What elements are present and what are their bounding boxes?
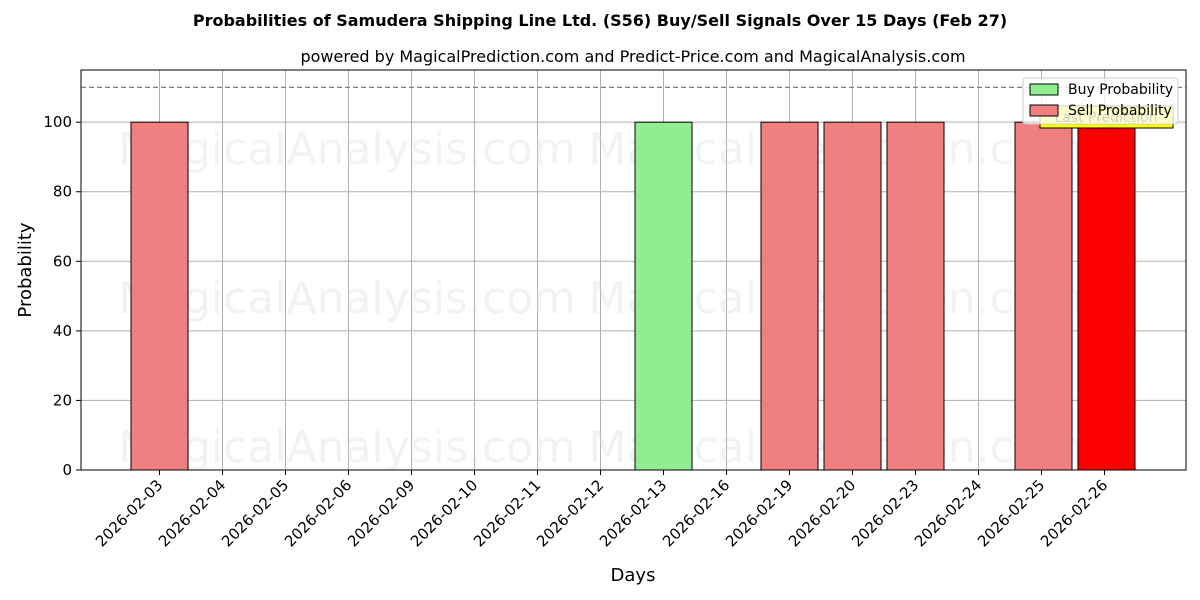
legend-label-buy: Buy Probability (1068, 82, 1173, 98)
chart-title: Probabilities of Samudera Shipping Line … (193, 11, 1007, 30)
bars (130, 121, 1136, 471)
legend-box (1022, 77, 1179, 125)
legend-swatch-sell (1029, 104, 1059, 117)
watermark-text: MagicalAnalysis.com (118, 273, 576, 324)
bar-buy-2026-02-13 (634, 121, 693, 471)
watermark-text: MagicalAnalysis.com (118, 124, 576, 175)
x-axis-label: Days (611, 565, 656, 586)
legend-label-sell: Sell Probability (1068, 103, 1172, 119)
x-axis: 2026-02-032026-02-042026-02-052026-02-06… (92, 470, 1111, 550)
bar-sell-2026-02-20 (823, 121, 882, 471)
y-tick-label: 60 (53, 252, 72, 270)
watermark-text: MagicalAnalysis.com (118, 422, 576, 473)
y-axis: 0 20 40 60 80 100 (43, 113, 81, 479)
y-tick-label: 20 (53, 391, 72, 409)
legend-swatch-buy (1029, 83, 1059, 96)
x-tick-label: 2026-02-26 (1037, 476, 1111, 550)
bar-sell-2026-02-23 (886, 121, 945, 471)
bar-sell-2026-02-26 (1077, 121, 1136, 471)
y-tick-label: 80 (53, 183, 72, 201)
y-axis-label: Probability (15, 222, 36, 317)
plot-frame (80, 69, 1187, 471)
y-tick-label: 40 (53, 322, 72, 340)
y-tick-label: 0 (62, 461, 72, 479)
bar-sell-2026-02-19 (760, 121, 819, 471)
bar-sell-2026-02-25 (1014, 121, 1073, 471)
bar-sell-2026-02-03 (130, 121, 189, 471)
legend: Buy Probability Sell Probability (1022, 77, 1179, 125)
chart-subtitle: powered by MagicalPrediction.com and Pre… (300, 47, 965, 66)
y-tick-label: 100 (43, 113, 72, 131)
